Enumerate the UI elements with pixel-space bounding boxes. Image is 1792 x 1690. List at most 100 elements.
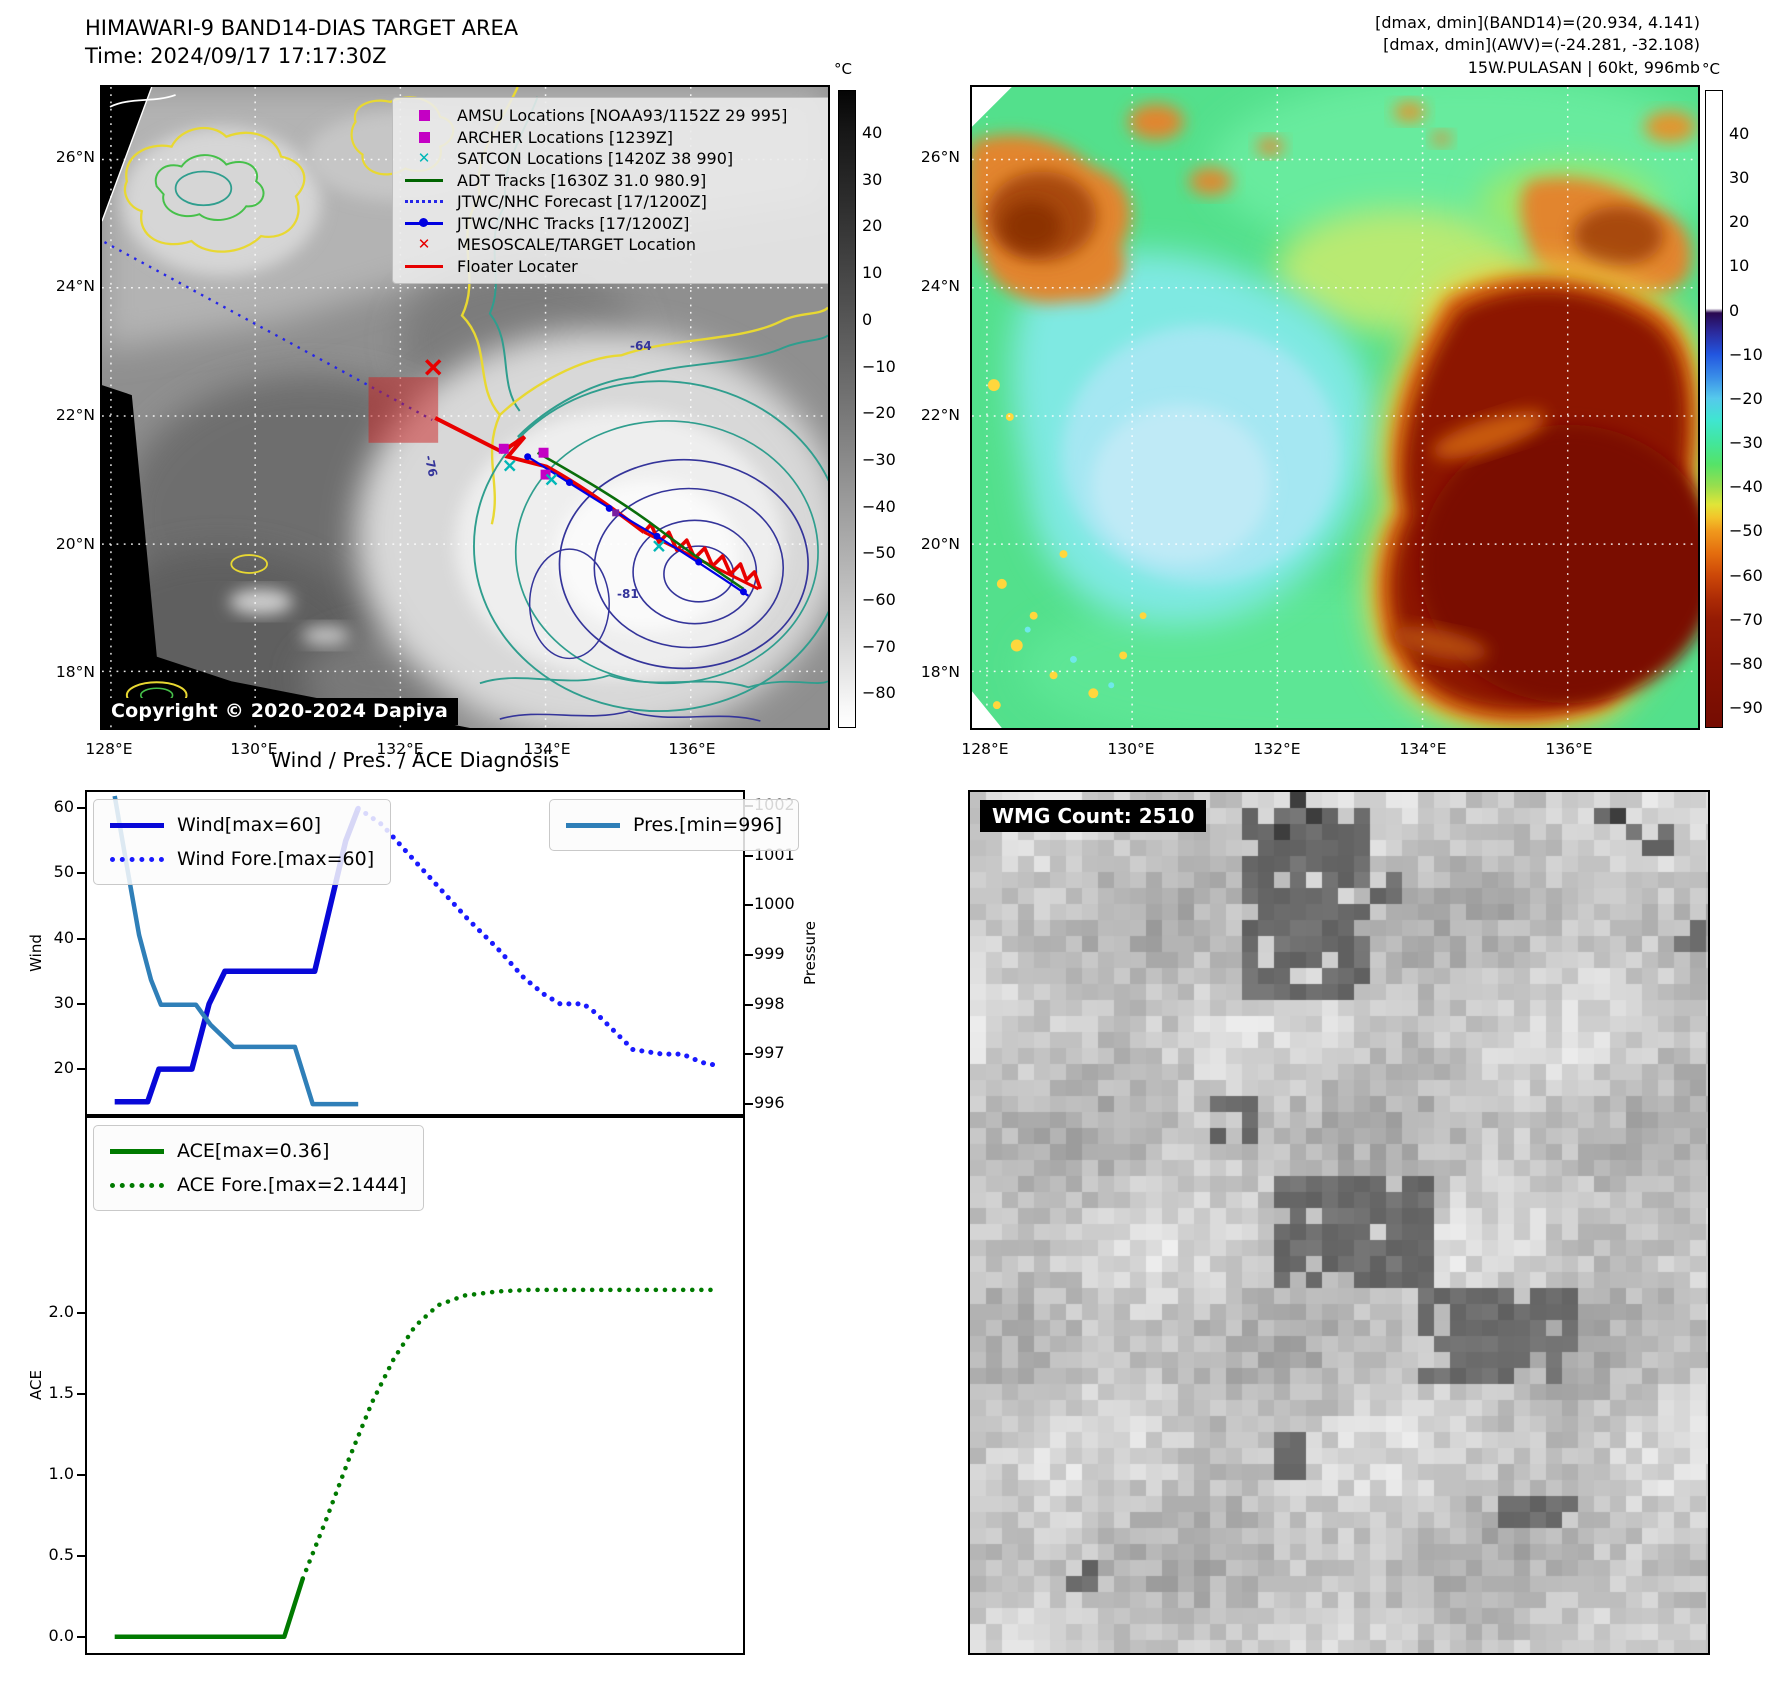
grayscale-colorbar-tick: 40: [862, 123, 883, 142]
satcon-x-icon: ✕: [417, 149, 431, 168]
map-left-lon-tick: 130°E: [230, 740, 278, 758]
floater-line-icon: [401, 264, 447, 268]
ace-forecast-legend-label: ACE Fore.[max=2.1444]: [177, 1174, 407, 1196]
map-left-lon-tick: 136°E: [668, 740, 716, 758]
wind-forecast-dotted-icon: [110, 856, 164, 862]
swath-edge-line: [102, 87, 153, 222]
wmg-count-label: WMG Count: 2510: [980, 800, 1207, 832]
ace-ytick: 0.0: [48, 1625, 74, 1645]
wind-legend: Wind[max=60] Wind Fore.[max=60]: [93, 799, 392, 885]
grayscale-colorbar-tick: −40: [862, 496, 896, 516]
mesoscale-target-x-icon: [424, 359, 442, 376]
wind-ytick: 60: [53, 797, 74, 817]
grayscale-colorbar-tick: −30: [862, 449, 896, 469]
legend-label-jtwc-forecast: JTWC/NHC Forecast [17/1200Z]: [457, 192, 707, 212]
wind-ytick-mark: [77, 872, 85, 875]
ace-ytick: 0.5: [48, 1544, 74, 1564]
grayscale-colorbar-tick: −70: [862, 636, 896, 656]
grayscale-colorbar-tick: −60: [862, 590, 896, 609]
awv-color-map: [970, 85, 1700, 730]
map-right-lat-tick: 18°N: [920, 663, 960, 681]
archer-square-icon: [401, 131, 447, 143]
wind-line-icon: [110, 822, 164, 828]
figure-title-block: HIMAWARI-9 BAND14-DIAS TARGET AREA Time:…: [85, 14, 518, 71]
map-right-lon-tick: 132°E: [1253, 740, 1301, 758]
contour-label-64: -64: [630, 339, 652, 353]
temperature-colorbar-tick: −60: [1729, 565, 1763, 585]
dmax-band14-label: [dmax, dmin](BAND14)=(20.934, 4.141): [1375, 13, 1700, 32]
wind-ytick: 50: [53, 862, 74, 882]
temperature-colorbar-tick: −10: [1729, 344, 1763, 364]
wind-ytick-mark: [77, 1002, 85, 1005]
pressure-ytick-mark: [745, 1103, 753, 1106]
awv-map-art: [972, 87, 1698, 728]
storm-info-label: 15W.PULASAN | 60kt, 996mb: [1467, 57, 1700, 77]
colorbar-unit-left: °C: [834, 60, 852, 78]
map-left-lat-tick: 20°N: [55, 535, 95, 553]
map-right-lat-tick: 22°N: [920, 406, 960, 424]
legend-label-amsu: AMSU Locations [NOAA93/1152Z 29 995]: [457, 106, 788, 126]
purple-marker: [612, 509, 620, 517]
temperature-colorbar-tick: 20: [1729, 212, 1750, 232]
map-right-lat-tick: 20°N: [920, 535, 960, 553]
ace-forecast-dotted-icon: [110, 1182, 164, 1188]
pressure-legend: Pres.[min=996]: [549, 799, 799, 851]
pressure-legend-label: Pres.[min=996]: [633, 814, 782, 836]
pressure-ytick: 997: [754, 1043, 785, 1063]
figure-time: Time: 2024/09/17 17:17:30Z: [85, 44, 387, 69]
ace-legend: ACE[max=0.36] ACE Fore.[max=2.1444]: [93, 1125, 424, 1211]
mesoscale-x-icon: ✕: [417, 235, 431, 254]
pressure-line-icon: [566, 822, 620, 828]
temperature-colorbar-tick: −30: [1729, 433, 1763, 453]
pressure-ytick: 1000: [754, 894, 795, 914]
map-right-lon-tick: 134°E: [1399, 740, 1447, 758]
copyright-label: Copyright © 2020-2024 Dapiya: [105, 698, 459, 725]
jtwc-track-linedot-icon: [401, 218, 447, 227]
ace-ytick-mark: [77, 1312, 85, 1315]
temperature-colorbar-tick: 10: [1729, 256, 1750, 276]
map-right-lon-tick: 130°E: [1107, 740, 1155, 758]
wmg-panel: WMG Count: 2510: [968, 790, 1710, 1655]
dmax-awv-label: [dmax, dmin](AWV)=(-24.281, -32.108): [1383, 35, 1700, 55]
wind-ytick: 40: [53, 927, 74, 947]
map-left-lon-tick: 128°E: [85, 740, 133, 758]
ace-legend-label: ACE[max=0.36]: [177, 1140, 330, 1162]
grayscale-colorbar-tick: −50: [862, 543, 896, 563]
grayscale-colorbar-tick: 10: [862, 263, 883, 283]
pressure-ytick: 999: [754, 943, 785, 963]
map-left-lat-tick: 26°N: [55, 148, 95, 166]
jtwc-track-dots: [524, 453, 747, 596]
target-area-box: [368, 377, 439, 443]
series-ace-fore-max-: [300, 1287, 718, 1581]
amsu-square-icon: [401, 110, 447, 122]
grayscale-colorbar-tick: 30: [862, 169, 883, 189]
coastline-white: [109, 94, 176, 108]
temperature-colorbar-tick: −20: [1729, 388, 1763, 408]
pressure-ytick: 996: [754, 1093, 785, 1113]
grayscale-colorbar-tick: −10: [862, 356, 896, 376]
ace-line-icon: [110, 1148, 164, 1154]
temperature-colorbar-tick: −90: [1729, 697, 1763, 717]
map-left-lat-tick: 18°N: [55, 663, 95, 681]
yellow-speckles: [987, 379, 1147, 710]
cyan-speckles: [1024, 626, 1115, 689]
ace-ytick-mark: [77, 1393, 85, 1396]
map-left-lat-tick: 22°N: [55, 406, 95, 424]
amsu-archer-squares: [498, 443, 551, 480]
pressure-ytick-mark: [745, 904, 753, 907]
figure-title: HIMAWARI-9 BAND14-DIAS TARGET AREA: [85, 16, 519, 40]
pressure-axis-label: Pressure: [801, 920, 819, 986]
legend-label-floater: Floater Locater: [457, 256, 578, 276]
temperature-colorbar-tick: 0: [1729, 300, 1740, 320]
ace-ytick-mark: [77, 1635, 85, 1638]
grayscale-colorbar-tick: 20: [862, 216, 883, 236]
pressure-ytick-mark: [745, 1003, 753, 1006]
ace-ytick: 1.5: [48, 1383, 74, 1403]
ace-ytick: 2.0: [48, 1302, 74, 1322]
ace-ytick-mark: [77, 1474, 85, 1476]
map-legend: AMSU Locations [NOAA93/1152Z 29 995] ARC…: [392, 97, 828, 284]
pressure-ytick-mark: [745, 953, 753, 956]
ace-chart: [114, 1287, 718, 1639]
series-wind-fore-max-: [355, 805, 718, 1068]
map-left-lon-tick: 132°E: [376, 740, 424, 758]
